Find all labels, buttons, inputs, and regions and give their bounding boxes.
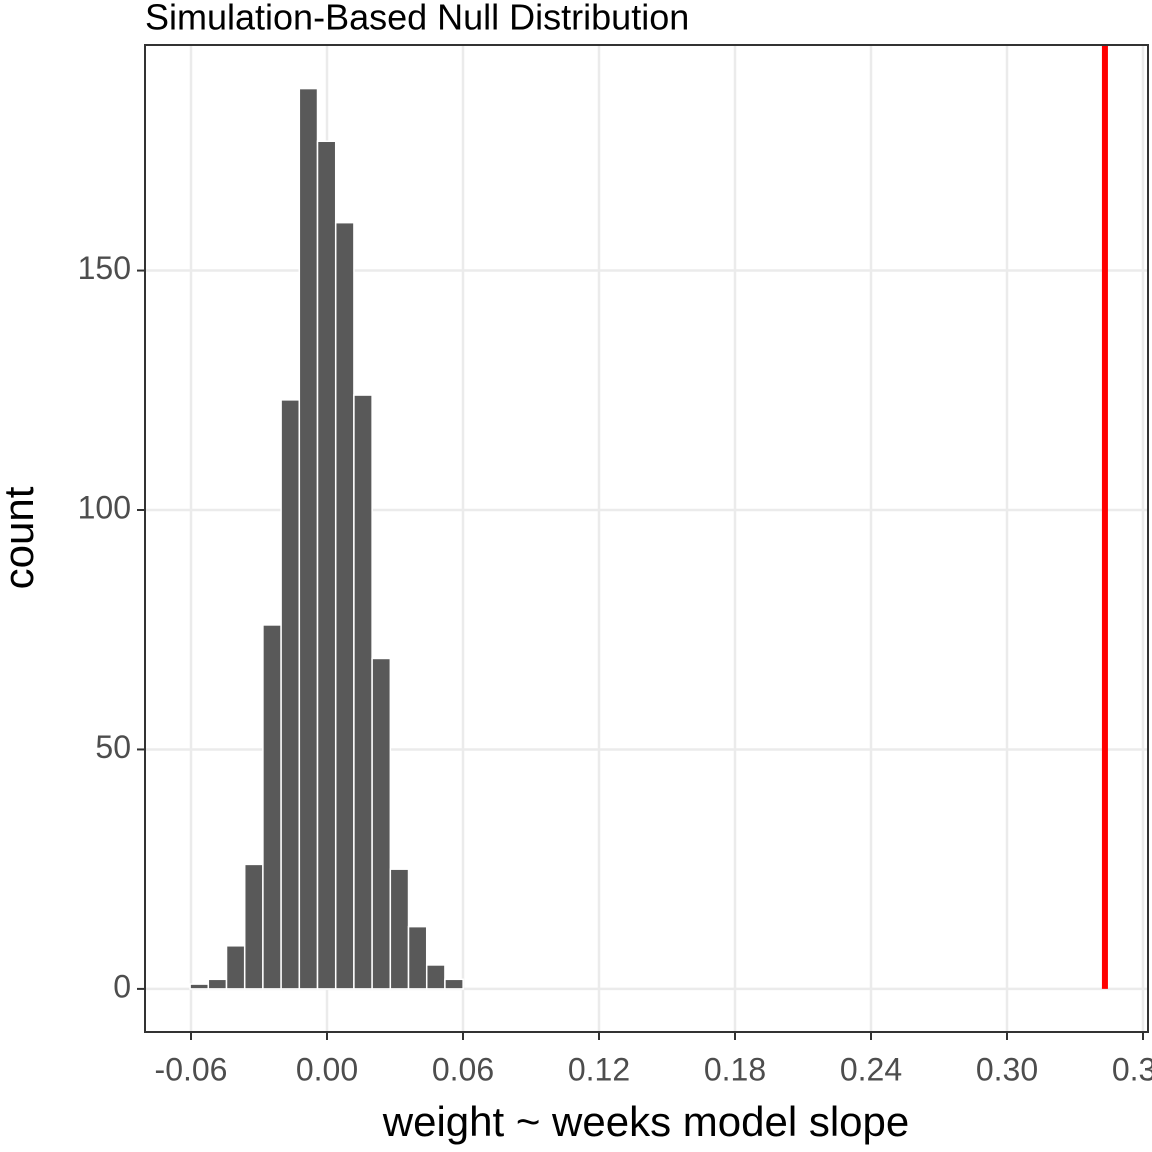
bar: [444, 978, 464, 990]
x-tick-label: 0.18: [704, 1051, 766, 1087]
bar: [407, 925, 428, 990]
chart-title: Simulation-Based Null Distribution: [145, 0, 689, 38]
bar: [207, 978, 228, 990]
x-tick-label: 0.12: [568, 1051, 630, 1087]
x-tick-label: 0.06: [432, 1051, 494, 1087]
bar: [262, 624, 282, 990]
bar: [225, 945, 246, 990]
x-tick-label: 0.36: [1112, 1051, 1152, 1087]
panel-border: [144, 44, 1149, 1033]
bar: [353, 394, 373, 990]
y-tick-label: 100: [78, 489, 131, 525]
bar: [371, 657, 392, 990]
bar: [243, 863, 264, 990]
y-tick-label: 50: [95, 729, 131, 765]
y-tick-label: 0: [113, 968, 131, 1004]
y-axis-label: count: [0, 486, 42, 589]
bar: [334, 221, 355, 990]
x-tick-label: -0.06: [155, 1051, 228, 1087]
bar: [389, 868, 410, 990]
bar: [425, 964, 446, 990]
y-tick-label: 150: [78, 250, 131, 286]
bar: [298, 87, 319, 990]
x-tick-label: 0.30: [976, 1051, 1038, 1087]
bar: [189, 983, 210, 990]
bar: [316, 140, 337, 990]
x-axis-label: weight ~ weeks model slope: [382, 1098, 909, 1145]
x-tick-label: 0.24: [840, 1051, 902, 1087]
x-tick-label: 0.00: [296, 1051, 358, 1087]
bar: [280, 399, 301, 990]
